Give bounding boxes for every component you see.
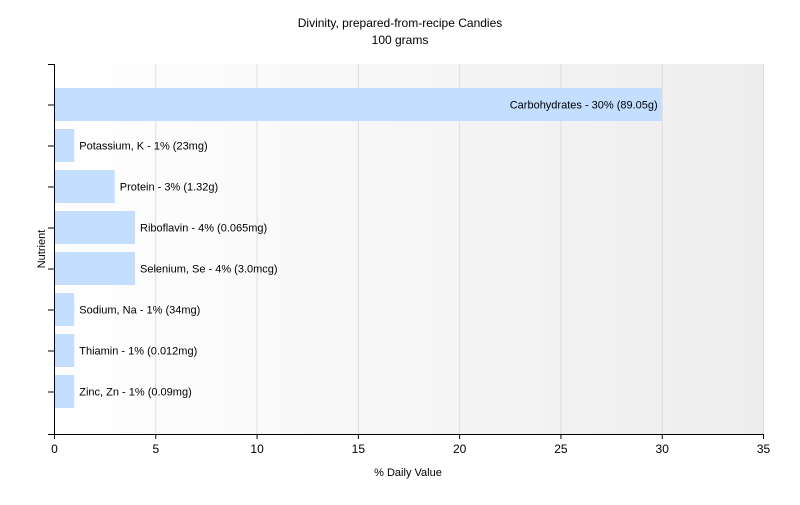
chart-title: Divinity, prepared-from-recipe Candies	[298, 16, 503, 30]
plot-area	[54, 64, 763, 434]
bar	[55, 293, 75, 326]
bars: Carbohydrates - 30% (89.05g) Potassium, K…	[55, 88, 662, 408]
bar-label: Potassium, K - 1% (23mg)	[79, 141, 207, 153]
x-tick-label: 30	[656, 442, 670, 456]
x-tick-label: 10	[250, 442, 264, 456]
x-tick-label: 5	[152, 442, 159, 456]
x-tick-label: 35	[757, 442, 771, 456]
grid-lines	[155, 64, 764, 434]
x-tick-label: 0	[51, 442, 58, 456]
y-axis-label: Nutrient	[36, 230, 48, 269]
bar-label: Riboflavin - 4% (0.065mg)	[140, 223, 267, 235]
bar	[55, 88, 662, 121]
x-tick-label: 15	[352, 442, 366, 456]
bar	[55, 129, 75, 162]
x-tick-label: 25	[554, 442, 568, 456]
x-tick-label: 20	[453, 442, 467, 456]
bar	[55, 211, 136, 244]
bar-label: Sodium, Na - 1% (34mg)	[79, 305, 200, 317]
bar-label: Carbohydrates - 30% (89.05g)	[510, 100, 658, 112]
bar-label: Protein - 3% (1.32g)	[120, 182, 218, 194]
bar	[55, 252, 136, 285]
axes: 0 5 10 15 20 25 30 35	[48, 64, 770, 456]
bar-label: Thiamin - 1% (0.012mg)	[79, 346, 197, 358]
x-axis-label: % Daily Value	[374, 467, 442, 479]
bar	[55, 170, 115, 203]
bar-label: Zinc, Zn - 1% (0.09mg)	[79, 387, 191, 399]
bar	[55, 334, 75, 367]
chart-subtitle: 100 grams	[372, 33, 429, 47]
bar-label: Selenium, Se - 4% (3.0mcg)	[140, 264, 278, 276]
bar	[55, 375, 75, 408]
